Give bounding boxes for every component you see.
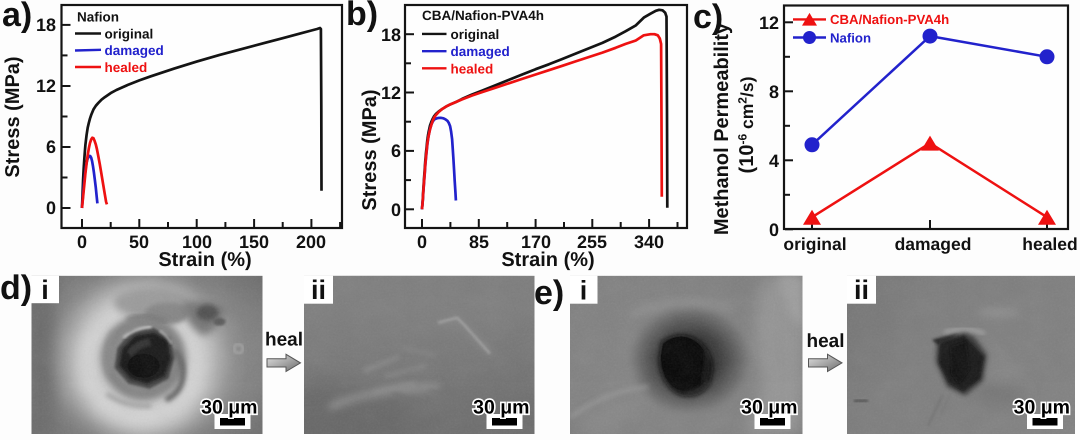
svg-text:d): d) (0, 269, 32, 307)
svg-text:340: 340 (634, 232, 664, 252)
svg-text:original: original (783, 234, 846, 254)
svg-text:30 μm: 30 μm (473, 397, 529, 419)
svg-text:0: 0 (417, 232, 427, 252)
svg-text:6: 6 (391, 141, 401, 161)
svg-text:c): c) (693, 0, 723, 36)
svg-text:CBA/Nafion-PVA4h: CBA/Nafion-PVA4h (422, 8, 544, 23)
svg-text:85: 85 (469, 232, 489, 252)
svg-text:healed: healed (105, 60, 148, 75)
svg-text:Strain (%): Strain (%) (158, 249, 251, 271)
svg-text:170: 170 (521, 232, 551, 252)
svg-text:6: 6 (46, 137, 56, 157)
svg-text:12: 12 (381, 83, 401, 103)
svg-text:(10-6 cm2/s): (10-6 cm2/s) (736, 77, 759, 174)
svg-text:damaged: damaged (895, 234, 972, 254)
svg-text:18: 18 (381, 25, 401, 45)
svg-text:Methanol Permeability: Methanol Permeability (711, 22, 733, 235)
svg-text:100: 100 (182, 232, 212, 252)
svg-text:0: 0 (769, 220, 779, 240)
svg-text:4: 4 (769, 151, 779, 171)
svg-text:e): e) (534, 274, 564, 312)
svg-text:CBA/Nafion-PVA4h: CBA/Nafion-PVA4h (830, 12, 949, 27)
svg-text:damaged: damaged (451, 44, 510, 59)
svg-text:12: 12 (36, 76, 56, 96)
svg-text:damaged: damaged (105, 43, 164, 58)
svg-text:Strain (%): Strain (%) (501, 249, 594, 271)
svg-text:50: 50 (129, 232, 149, 252)
svg-text:Nafion: Nafion (830, 30, 871, 45)
svg-text:Nafion: Nafion (77, 10, 119, 25)
svg-text:150: 150 (239, 232, 269, 252)
svg-text:0: 0 (391, 200, 401, 220)
svg-text:12: 12 (759, 13, 779, 33)
svg-text:a): a) (2, 0, 32, 34)
svg-text:18: 18 (36, 15, 56, 35)
svg-text:30 μm: 30 μm (201, 397, 257, 419)
svg-text:8: 8 (769, 82, 779, 102)
svg-text:i: i (580, 276, 588, 306)
svg-text:Stress (MPa): Stress (MPa) (359, 89, 381, 210)
svg-text:heal: heal (806, 331, 844, 352)
svg-text:heal: heal (265, 330, 303, 351)
svg-text:healed: healed (451, 61, 494, 76)
svg-text:0: 0 (77, 232, 87, 252)
svg-text:ii: ii (854, 275, 869, 305)
svg-text:healed: healed (1022, 234, 1077, 254)
svg-text:i: i (41, 275, 49, 305)
svg-text:255: 255 (577, 232, 607, 252)
svg-text:Stress (MPa): Stress (MPa) (2, 56, 24, 177)
svg-text:ii: ii (311, 275, 326, 305)
svg-text:30 μm: 30 μm (741, 397, 797, 419)
svg-text:original: original (105, 27, 154, 42)
svg-text:200: 200 (296, 232, 326, 252)
svg-text:0: 0 (46, 198, 56, 218)
svg-text:b): b) (346, 0, 378, 33)
svg-text:30 μm: 30 μm (1014, 397, 1070, 419)
svg-text:original: original (451, 27, 500, 42)
